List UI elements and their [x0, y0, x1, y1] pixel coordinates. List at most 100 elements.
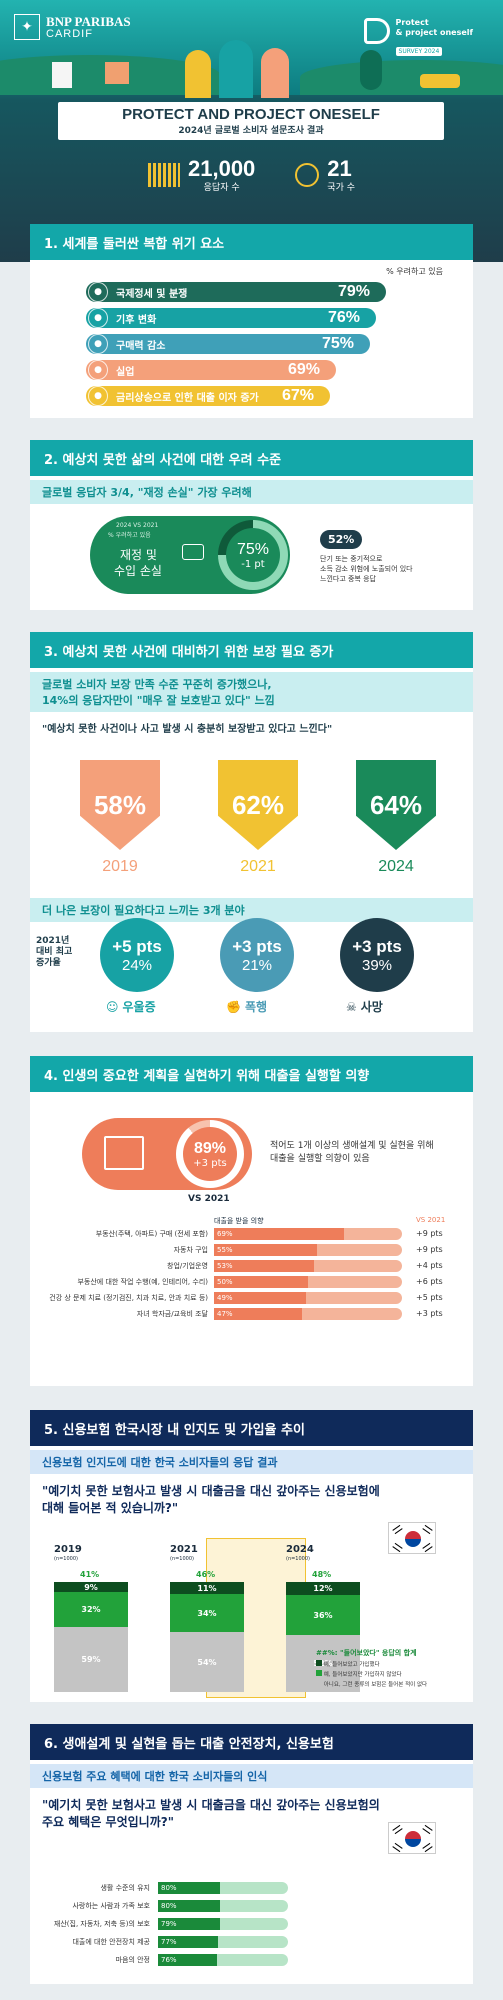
benefit-label: 대출에 대한 안전장치 제공	[72, 1938, 150, 1946]
loan-pct: 89%	[193, 1139, 227, 1157]
section-credit-insurance-awareness: 5. 신용보험 한국시장 내 인지도 및 가입율 추이 신용보험 인지도에 대한…	[30, 1410, 473, 1702]
stack-segment: 52%	[286, 1635, 360, 1692]
fist-icon: ✊	[226, 999, 241, 1014]
side-text-1: 단기 또는 중기적으로	[320, 555, 383, 563]
benefit-bar: 80%	[158, 1882, 288, 1894]
loan-gauge: 89% +3 pts	[176, 1120, 244, 1188]
loan-col-head: 대출을 받을 의향	[214, 1217, 264, 1225]
loan-bar: 49%	[214, 1292, 402, 1304]
area-delta: +3 pts	[352, 936, 402, 956]
car-icon	[420, 74, 460, 88]
concern-delta: -1 pt	[241, 558, 265, 570]
crisis-bar: ● 국제정세 및 분쟁 79%	[86, 282, 386, 302]
crisis-label: 구매력 감소	[116, 340, 166, 352]
sub-line-1: 글로벌 소비자 보장 만족 수준 꾸준히 증가했으나,	[42, 678, 272, 691]
brand-sub: CARDIF	[46, 27, 93, 40]
crisis-icon: ●	[88, 360, 108, 380]
side-line-1: 2021년	[36, 936, 70, 946]
question-line-1: "예기치 못한 보험사고 발생 시 대출금을 대신 갚아주는 신용보험에	[42, 1484, 380, 1498]
concern-pct: 75%	[236, 540, 270, 558]
stack-segment: 11%	[170, 1582, 244, 1594]
benefit-bar-fill: 79%	[158, 1918, 220, 1930]
crisis-bar: ● 구매력 감소 75%	[86, 334, 370, 354]
protect-text-2: & project oneself	[395, 28, 473, 37]
section-2-heading: 2. 예상치 못한 삶의 사건에 대한 우려 수준	[30, 440, 473, 476]
crisis-pct: 75%	[321, 335, 354, 352]
col-year: 2021	[170, 1544, 198, 1555]
loan-delta: +3 pts	[193, 1157, 227, 1169]
shield-pct: 62%	[231, 789, 285, 820]
col-year: 2024	[286, 1544, 314, 1555]
benefit-bar-fill: 76%	[158, 1954, 218, 1966]
house-icon	[52, 62, 72, 88]
benefits-line-2: 주요 혜택은 무엇입니까?"	[42, 1815, 174, 1829]
benefit-bar-fill: 80%	[158, 1900, 221, 1912]
section-6-heading: 6. 생애설계 및 실현을 돕는 대출 안전장치, 신용보험	[30, 1724, 473, 1760]
korea-flag-icon	[388, 1822, 436, 1854]
sub-line-2: 14%의 응답자만이 "매우 잘 보호받고 있다" 느낌	[42, 694, 275, 707]
respondents-label: 응답자 수	[203, 182, 240, 193]
side-text-2: 소득 감소 위험에 노출되어 있다	[320, 565, 413, 573]
loan-note-2: 대출을 실행할 의향이 있음	[270, 1154, 370, 1164]
area-label: ☺ 우울증	[106, 998, 156, 1015]
section-5-subheading: 신용보험 인지도에 대한 한국 소비자들의 응답 결과	[30, 1450, 473, 1474]
loan-purpose-label: 부동산에 대한 작업 수행(예, 인테리어, 수리)	[77, 1278, 208, 1286]
loan-bar-fill: 53%	[214, 1260, 314, 1272]
loan-delta: +3 pts	[416, 1309, 443, 1318]
stack-segment: 54%	[170, 1632, 244, 1692]
section-3-heading: 3. 예상치 못한 사건에 대비하기 위한 보장 필요 증가	[30, 632, 473, 668]
col-year: 2019	[54, 1544, 82, 1555]
legend-label-1: 예, 들어보았고 가입했다	[323, 1662, 380, 1668]
loan-note: 적어도 1개 이상의 생애설계 및 실현을 위해 대출을 실행할 의향이 있음	[270, 1140, 434, 1166]
countries-stat: 21 국가 수	[295, 157, 355, 193]
loan-vs-label: VS 2021	[188, 1194, 230, 1204]
loan-bar: 53%	[214, 1260, 402, 1272]
pp-logo-icon	[363, 18, 390, 44]
vs-label: 2024 VS 2021	[116, 522, 159, 529]
legend-label: % 우려하고 있음	[386, 267, 443, 276]
area-delta: +5 pts	[112, 936, 162, 956]
awareness-question: "예기치 못한 보험사고 발생 시 대출금을 대신 갚아주는 신용보험에 대해 …	[30, 1478, 473, 1520]
crisis-label: 금리상승으로 인한 대출 이자 증가	[116, 392, 259, 404]
star-logo-icon: ✦	[14, 14, 40, 40]
shield-year: 2024	[378, 858, 414, 875]
people-illustration	[185, 40, 295, 98]
area-pct: 39%	[361, 956, 393, 974]
satisfaction-shield: 64%	[356, 760, 436, 850]
wallet-icon	[182, 544, 204, 560]
loan-purpose-label: 자녀 학자금/교육비 조달	[136, 1310, 208, 1318]
hero-banner: ✦ BNP PARIBAS CARDIF Protect & project o…	[0, 0, 503, 262]
loan-bar: 50%	[214, 1276, 402, 1288]
respondents-number: 21,000	[188, 155, 256, 181]
question-line-2: 대해 들어본 적 있습니까?"	[42, 1501, 179, 1515]
benefit-bar: 79%	[158, 1918, 288, 1930]
house-icon	[105, 62, 129, 84]
stack-column: 11% 34% 54%	[170, 1582, 244, 1692]
side-line-2: 대비 최고	[36, 947, 73, 957]
crisis-pct: 69%	[287, 361, 320, 378]
benefit-label: 마음의 안정	[115, 1956, 150, 1964]
survey-quote: "예상치 못한 사건이나 사고 발생 시 충분히 보장받고 있다고 느낀다"	[42, 724, 333, 735]
loan-bar: 69%	[214, 1228, 402, 1240]
crisis-pct: 76%	[327, 309, 360, 326]
korea-flag-icon	[388, 1522, 436, 1554]
section-2-subheading: 글로벌 응답자 3/4, "재정 손실" 가장 우려해	[30, 480, 473, 504]
legend-label-3: 아니요, 그런 종류의 보험은 들어본 적이 없다	[323, 1682, 428, 1688]
stats-row: 21,000 응답자 수 21 국가 수	[0, 140, 503, 210]
loan-delta: +6 pts	[416, 1277, 443, 1286]
respondents-stat: 21,000 응답자 수	[148, 155, 256, 193]
area-name: 우울증	[122, 1000, 156, 1014]
loan-bar: 47%	[214, 1308, 402, 1320]
page-subtitle: 2024년 글로벌 소비자 설문조사 결과	[178, 126, 324, 136]
vs-note: % 우려하고 있음	[108, 532, 151, 539]
benefit-label: 사랑하는 사람과 가족 보호	[72, 1902, 150, 1910]
loan-delta: +9 pts	[416, 1245, 443, 1254]
loan-bar-fill: 47%	[214, 1308, 303, 1320]
crisis-icon: ●	[88, 308, 108, 328]
title-box: PROTECT AND PROJECT ONESELF 2024년 글로벌 소비…	[58, 102, 444, 140]
loan-note-1: 적어도 1개 이상의 생애설계 및 실현을 위해	[270, 1141, 434, 1151]
area-pct: 21%	[241, 956, 273, 974]
stack-segment: 32%	[54, 1592, 128, 1627]
benefits-line-1: "예기치 못한 보험사고 발생 시 대출금을 대신 갚아주는 신용보험의	[42, 1798, 380, 1812]
